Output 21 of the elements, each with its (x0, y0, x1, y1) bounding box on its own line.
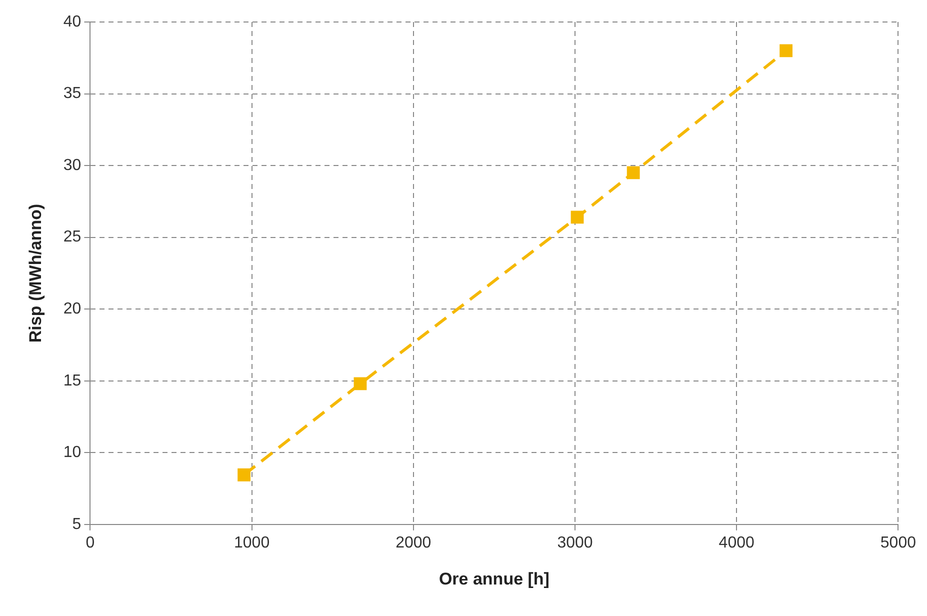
y-tick-label: 15 (63, 372, 82, 390)
y-tick-label: 25 (63, 228, 82, 246)
x-tick-label: 5000 (880, 534, 916, 552)
point (570, 210, 584, 224)
x-tick-label: 4000 (718, 534, 754, 552)
y-tick-label: 10 (63, 444, 82, 462)
y-tick-label: 35 (63, 85, 82, 102)
x-tick-label: 1000 (234, 534, 270, 552)
y-tick-label: 20 (63, 300, 82, 318)
y-tick-label: 5 (72, 516, 82, 533)
point (354, 377, 367, 390)
y-tick-label: 40 (63, 13, 82, 30)
y-axis-title: Risp (MWh/anno) (26, 204, 45, 343)
point (238, 468, 250, 482)
x-tick-label: 0 (86, 534, 95, 552)
x-axis-title: Ore annue [h] (438, 569, 550, 588)
x-tick-label: 3000 (557, 534, 593, 552)
x-tick-label: 2000 (396, 534, 432, 552)
y-tick-label: 30 (63, 156, 82, 174)
point (626, 166, 640, 180)
point (780, 44, 792, 58)
